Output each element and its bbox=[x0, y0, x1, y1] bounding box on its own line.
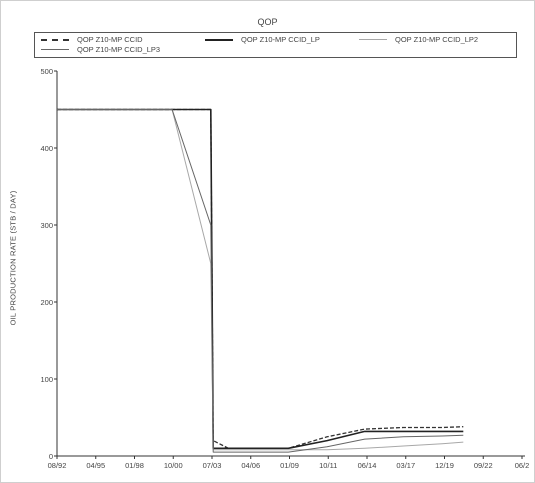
y-tick-label: 400 bbox=[40, 144, 53, 153]
x-tick-label: 07/03 bbox=[203, 461, 222, 470]
x-tick-label: 08/92 bbox=[48, 461, 67, 470]
legend-swatch-ccid-lp3 bbox=[41, 49, 69, 50]
x-tick-label: 06/2 bbox=[515, 461, 530, 470]
x-tick-label: 01/09 bbox=[280, 461, 299, 470]
legend-label-ccid-lp: QOP Z10-MP CCID_LP bbox=[241, 35, 320, 44]
y-tick-label: 0 bbox=[49, 452, 53, 461]
legend-item-ccid-lp: QOP Z10-MP CCID_LP bbox=[205, 35, 320, 44]
series-line-1 bbox=[57, 108, 464, 449]
y-tick-label: 200 bbox=[40, 298, 53, 307]
legend-swatch-ccid-lp bbox=[205, 38, 233, 41]
y-tick-label: 100 bbox=[40, 375, 53, 384]
chart-title: QOP bbox=[257, 17, 278, 27]
legend-label-ccid-lp2: QOP Z10-MP CCID_LP2 bbox=[395, 35, 479, 44]
x-tick-label: 04/06 bbox=[241, 461, 260, 470]
x-tick-label: 03/17 bbox=[396, 461, 415, 470]
series-line-4 bbox=[57, 109, 464, 453]
legend-swatch-ccid bbox=[41, 38, 69, 41]
series-line-3 bbox=[57, 109, 464, 451]
y-tick-label: 300 bbox=[40, 221, 53, 230]
series-line-2 bbox=[57, 108, 464, 450]
legend-item-ccid: QOP Z10-MP CCID bbox=[41, 35, 143, 44]
legend-swatch-ccid-lp2 bbox=[359, 39, 387, 40]
x-tick-label: 09/22 bbox=[474, 461, 493, 470]
legend-item-ccid-lp3: QOP Z10-MP CCID_LP3 bbox=[41, 45, 160, 54]
x-tick-label: 06/14 bbox=[358, 461, 377, 470]
y-tick-label: 500 bbox=[40, 67, 53, 76]
x-tick-label: 04/95 bbox=[86, 461, 105, 470]
legend-item-ccid-lp2: QOP Z10-MP CCID_LP2 bbox=[359, 35, 478, 44]
x-tick-label: 10/11 bbox=[319, 461, 337, 470]
x-tick-label: 01/98 bbox=[125, 461, 144, 470]
legend-label-ccid: QOP Z10-MP CCID bbox=[77, 35, 143, 44]
legend: QOP Z10-MP CCID QOP Z10-MP CCID_LP QOP Z… bbox=[34, 32, 517, 58]
x-tick-label: 10/00 bbox=[164, 461, 183, 470]
x-tick-label: 12/19 bbox=[435, 461, 454, 470]
legend-label-ccid-lp3: QOP Z10-MP CCID_LP3 bbox=[77, 45, 161, 54]
